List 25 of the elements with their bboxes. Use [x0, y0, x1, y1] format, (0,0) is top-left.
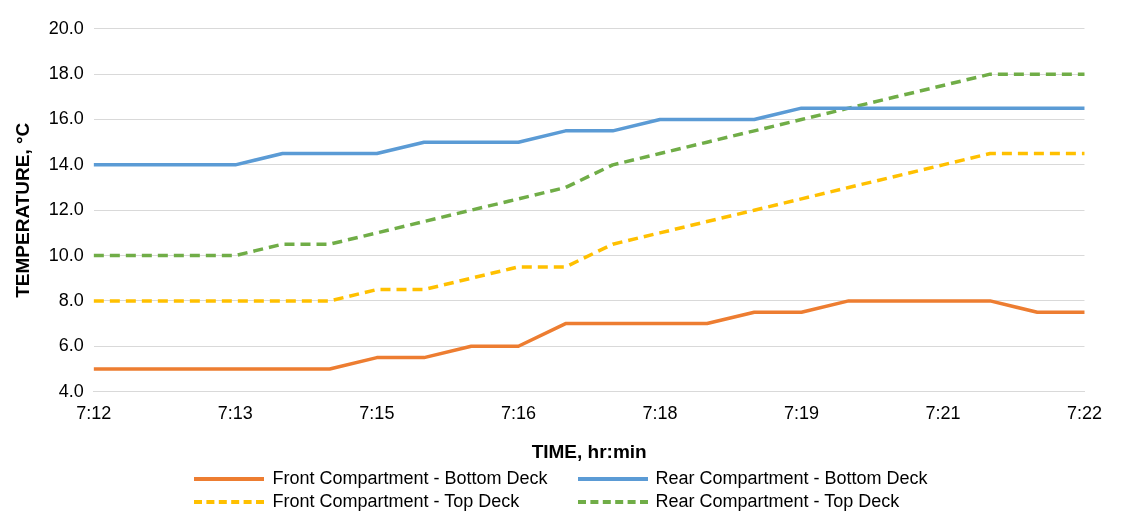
y-tick-label: 12.0	[48, 199, 84, 220]
line-series	[92, 72, 1087, 258]
line-series	[92, 151, 1087, 303]
y-tick-label: 10.0	[48, 244, 84, 265]
x-tick-label: 7:21	[925, 403, 961, 424]
y-axis-title: TEMPERATURE, °C	[11, 122, 33, 298]
x-tick-label: 7:18	[642, 403, 678, 424]
x-tick-label: 7:13	[217, 403, 253, 424]
y-tick-label: 6.0	[58, 335, 84, 356]
x-axis-title: TIME, hr:min	[531, 440, 647, 462]
x-tick-label: 7:16	[500, 403, 536, 424]
y-tick-label: 8.0	[58, 289, 84, 310]
y-tick-label: 14.0	[48, 153, 84, 174]
y-tick-label: 18.0	[48, 63, 84, 84]
legend-label: Front Compartment - Top Deck	[272, 491, 520, 512]
legend-label: Rear Compartment - Top Deck	[655, 491, 900, 512]
legend-label: Rear Compartment - Bottom Deck	[655, 468, 928, 489]
y-tick-label: 20.0	[48, 17, 84, 38]
y-tick-label: 4.0	[58, 380, 84, 401]
x-tick-label: 7:12	[76, 403, 112, 424]
x-tick-label: 7:19	[783, 403, 819, 424]
x-tick-label: 7:15	[359, 403, 395, 424]
y-tick-label: 16.0	[48, 108, 84, 129]
x-tick-label: 7:22	[1066, 403, 1103, 424]
legend-label: Front Compartment - Bottom Deck	[272, 468, 548, 489]
